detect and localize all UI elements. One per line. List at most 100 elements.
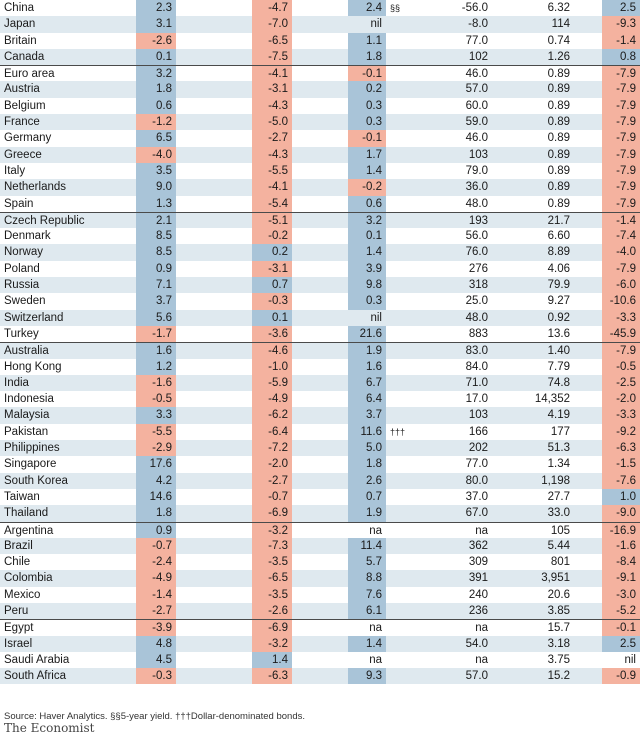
value-cell-c6: -7.9 [602,162,640,180]
value-cell-c6: -45.9 [602,325,640,343]
value-cell-c1: 1.2 [136,358,176,375]
value-cell-c4: 103 [468,148,488,161]
value-cell-c6: -0.1 [602,620,640,637]
table-row: Egypt -3.9 -6.9 na na 15.7 -0.1 [0,619,640,637]
country-name: Euro area [4,68,55,81]
value-cell-c4: 83.0 [465,345,488,358]
value-cell-c5: 9.27 [547,295,570,308]
value-cell-c5: 1.34 [547,458,570,471]
value-cell-c3: 1.1 [348,32,386,49]
value-cell-c4: 67.0 [465,507,488,520]
value-cell-c4: 36.0 [465,181,488,194]
value-cell-c2: -2.6 [252,602,292,620]
value-cell-c5: 0.89 [547,164,570,177]
value-cell-c3: 11.4 [348,537,386,555]
value-cell-c5: 0.89 [547,99,570,112]
value-cell-c6: -5.2 [602,602,640,620]
value-cell-c4: 80.0 [465,474,488,487]
value-cell-c2: -6.9 [252,505,292,522]
value-cell-c6: -7.9 [602,195,640,212]
value-cell-c5: 0.89 [547,116,570,129]
value-cell-c6: -9.1 [602,570,640,587]
country-name: Egypt [4,622,34,635]
table-row: Israel 4.8 -3.2 1.4 54.0 3.18 2.5 [0,635,640,652]
value-cell-c5: 0.74 [547,34,570,47]
value-cell-c2: -7.3 [252,537,292,555]
value-cell-c2: -7.0 [252,16,292,33]
value-cell-c6: -0.5 [602,358,640,375]
value-cell-c5: 0.89 [547,83,570,96]
value-cell-c4: 57.0 [465,83,488,96]
value-cell-c4: 202 [468,442,488,455]
value-cell-c2: -1.0 [252,358,292,375]
value-cell-c3: 1.4 [348,162,386,180]
table-row: Austria 1.8 -3.1 0.2 57.0 0.89 -7.9 [0,81,640,98]
country-name: Britain [4,34,37,47]
value-cell-c2: -5.1 [252,212,292,230]
country-name: India [4,376,29,389]
value-cell-c3: -0.1 [348,66,386,83]
value-cell-c5: 105 [550,524,570,537]
country-name: Indonesia [4,393,54,406]
value-cell-c3: 0.3 [348,114,386,131]
value-cell-c5: 13.6 [547,327,570,340]
value-cell-c2: -0.7 [252,488,292,506]
value-cell-c4: -56.0 [461,2,488,14]
value-cell-c5: 8.89 [547,246,570,259]
country-name: Thailand [4,507,49,520]
value-cell-c5: 0.92 [547,311,570,324]
value-cell-c1: -1.4 [136,586,176,603]
table-row: Denmark 8.5 -0.2 0.1 56.0 6.60 -7.4 [0,228,640,245]
country-name: Austria [4,83,40,96]
country-name: Italy [4,164,26,177]
table-row: Sweden 3.7 -0.3 0.3 25.0 9.27 -10.6 [0,293,640,310]
table-row: Russia 7.1 0.7 9.8 318 79.9 -6.0 [0,277,640,294]
value-cell-c1: 8.5 [136,244,176,261]
value-cell-c5: 177 [550,425,570,438]
country-name: Malaysia [4,409,50,422]
table-row: Mexico -1.4 -3.5 7.6 240 20.6 -3.0 [0,586,640,603]
data-table: China 2.3 -4.7 2.4 §§ -56.0 6.32 2.5 Japan 3.1 -7.… [0,0,640,685]
value-cell-c1: -0.5 [136,391,176,408]
country-name: Argentina [4,524,54,537]
value-cell-c6: -2.0 [602,391,640,408]
value-cell-c6: -7.9 [602,179,640,196]
value-cell-c4: 309 [468,556,488,569]
value-cell-c5: 801 [550,556,570,569]
value-cell-c4: 48.0 [465,311,488,324]
value-cell-c2: -3.5 [252,586,292,603]
value-cell-c2: -2.7 [252,130,292,147]
value-cell-c4: 166 [468,425,488,438]
value-cell-c6: -7.9 [602,130,640,147]
value-cell-c4: 391 [468,572,488,585]
value-cell-c3: 3.9 [348,260,386,278]
value-cell-c3: 5.7 [348,554,386,571]
value-cell-c5: 7.79 [547,360,570,373]
value-cell-c4: 25.0 [465,295,488,308]
country-name: South Korea [4,474,68,487]
value-cell-c4: 60.0 [465,99,488,112]
value-cell-c2: 0.7 [252,277,292,294]
table-row: Peru -2.7 -2.6 6.1 236 3.85 -5.2 [0,602,640,620]
value-cell-c5: 6.60 [547,230,570,243]
table-row: Colombia -4.9 -6.5 8.8 391 3,951 -9.1 [0,570,640,587]
table-row: Taiwan 14.6 -0.7 0.7 37.0 27.7 1.0 [0,488,640,506]
value-cell-c4: 76.0 [465,246,488,259]
value-cell-c4: 79.0 [465,164,488,177]
value-cell-c2: -4.3 [252,97,292,115]
country-name: Germany [4,132,52,145]
country-name: China [4,2,35,14]
value-cell-c6: -7.9 [602,66,640,83]
value-cell-c6: 2.5 [602,0,640,17]
value-cell-c4: na [475,622,488,635]
value-cell-c1: 3.5 [136,162,176,180]
value-cell-c1: -0.7 [136,537,176,555]
value-cell-c1: -2.6 [136,32,176,49]
value-cell-c1: -3.9 [136,620,176,637]
value-cell-c6: -9.0 [602,505,640,522]
value-cell-c2: -5.0 [252,114,292,131]
value-cell-c4: 77.0 [465,34,488,47]
value-cell-c4: na [475,524,488,537]
country-name: Taiwan [4,490,40,503]
value-cell-c6: 1.0 [602,488,640,506]
